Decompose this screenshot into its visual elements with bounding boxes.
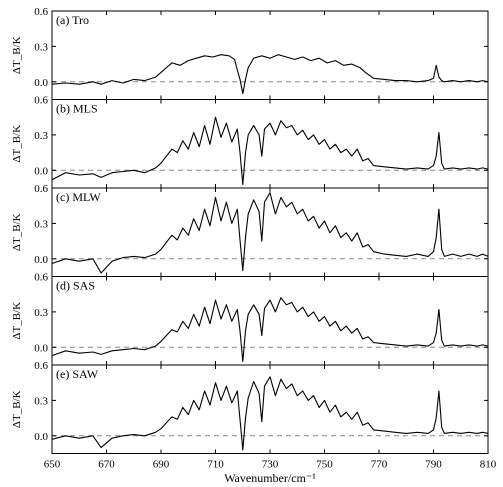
x-tick-label: 770 xyxy=(371,459,388,471)
y-axis-label: ΔT_B/K xyxy=(11,390,23,428)
y-tick-label: 0.0 xyxy=(34,165,48,177)
y-axis-label: ΔT_B/K xyxy=(11,125,23,163)
series-line xyxy=(51,54,489,95)
y-axis-label: ΔT_B/K xyxy=(11,302,23,340)
panel-title: (d) SAS xyxy=(56,279,95,293)
y-tick-label: 0.6 xyxy=(34,360,48,372)
x-tick-label: 670 xyxy=(98,459,115,471)
y-tick-label: 0.0 xyxy=(34,431,48,443)
y-tick-label: 0.3 xyxy=(34,395,48,407)
x-tick-label: 750 xyxy=(316,459,333,471)
x-tick-label: 690 xyxy=(153,459,170,471)
x-tick-label: 710 xyxy=(207,459,224,471)
series-line xyxy=(51,376,489,451)
y-tick-label: 0.6 xyxy=(34,183,48,195)
panel-1: 0.0 0.3 0.6 ΔT_B/K (a) Tro xyxy=(11,6,489,100)
y-tick-label: 0.6 xyxy=(34,272,48,284)
panel-frame xyxy=(51,187,489,277)
y-tick-label: 0.0 xyxy=(34,254,48,266)
x-axis: 650 670 690 710 730 750 770 790 810 xyxy=(44,459,497,471)
x-tick-label: 810 xyxy=(480,459,497,471)
panels: 0.0 0.3 0.6 ΔT_B/K (a) Tro 0.0 0.3 0.6 ΔT_B/K (b)… xyxy=(11,6,489,454)
x-tick-label: 790 xyxy=(425,459,442,471)
y-tick-label: 0.0 xyxy=(34,77,48,89)
panel-3: 0.0 0.3 0.6 ΔT_B/K (c) MLW xyxy=(11,183,489,277)
y-tick-label: 0.6 xyxy=(34,6,48,18)
y-tick-label: 0.3 xyxy=(34,218,48,230)
panel-frame xyxy=(51,10,489,100)
y-tick-label: 0.3 xyxy=(34,307,48,319)
y-tick-label: 0.3 xyxy=(34,130,48,142)
series-line xyxy=(51,192,489,274)
x-tick-label: 730 xyxy=(262,459,279,471)
panel-5: 0.0 0.3 0.6 ΔT_B/K (e) SAW xyxy=(11,360,489,454)
y-axis-label: ΔT_B/K xyxy=(11,36,23,74)
panel-title: (b) MLS xyxy=(56,102,98,116)
panel-frame xyxy=(51,276,489,366)
panel-frame xyxy=(51,99,489,189)
panel-title: (e) SAW xyxy=(56,367,99,381)
panel-title: (c) MLW xyxy=(56,190,101,204)
x-tick-label: 650 xyxy=(44,459,61,471)
panel-title: (a) Tro xyxy=(56,13,89,27)
y-tick-label: 0.0 xyxy=(34,342,48,354)
series-line xyxy=(51,116,489,186)
series-line xyxy=(51,297,489,363)
panel-2: 0.0 0.3 0.6 ΔT_B/K (b) MLS xyxy=(11,95,489,189)
y-axis-label: ΔT_B/K xyxy=(11,213,23,251)
x-axis-label: Wavenumber/cm⁻¹ xyxy=(224,471,316,485)
y-tick-label: 0.6 xyxy=(34,95,48,107)
panel-4: 0.0 0.3 0.6 ΔT_B/K (d) SAS xyxy=(11,272,489,366)
y-tick-label: 0.3 xyxy=(34,41,48,53)
